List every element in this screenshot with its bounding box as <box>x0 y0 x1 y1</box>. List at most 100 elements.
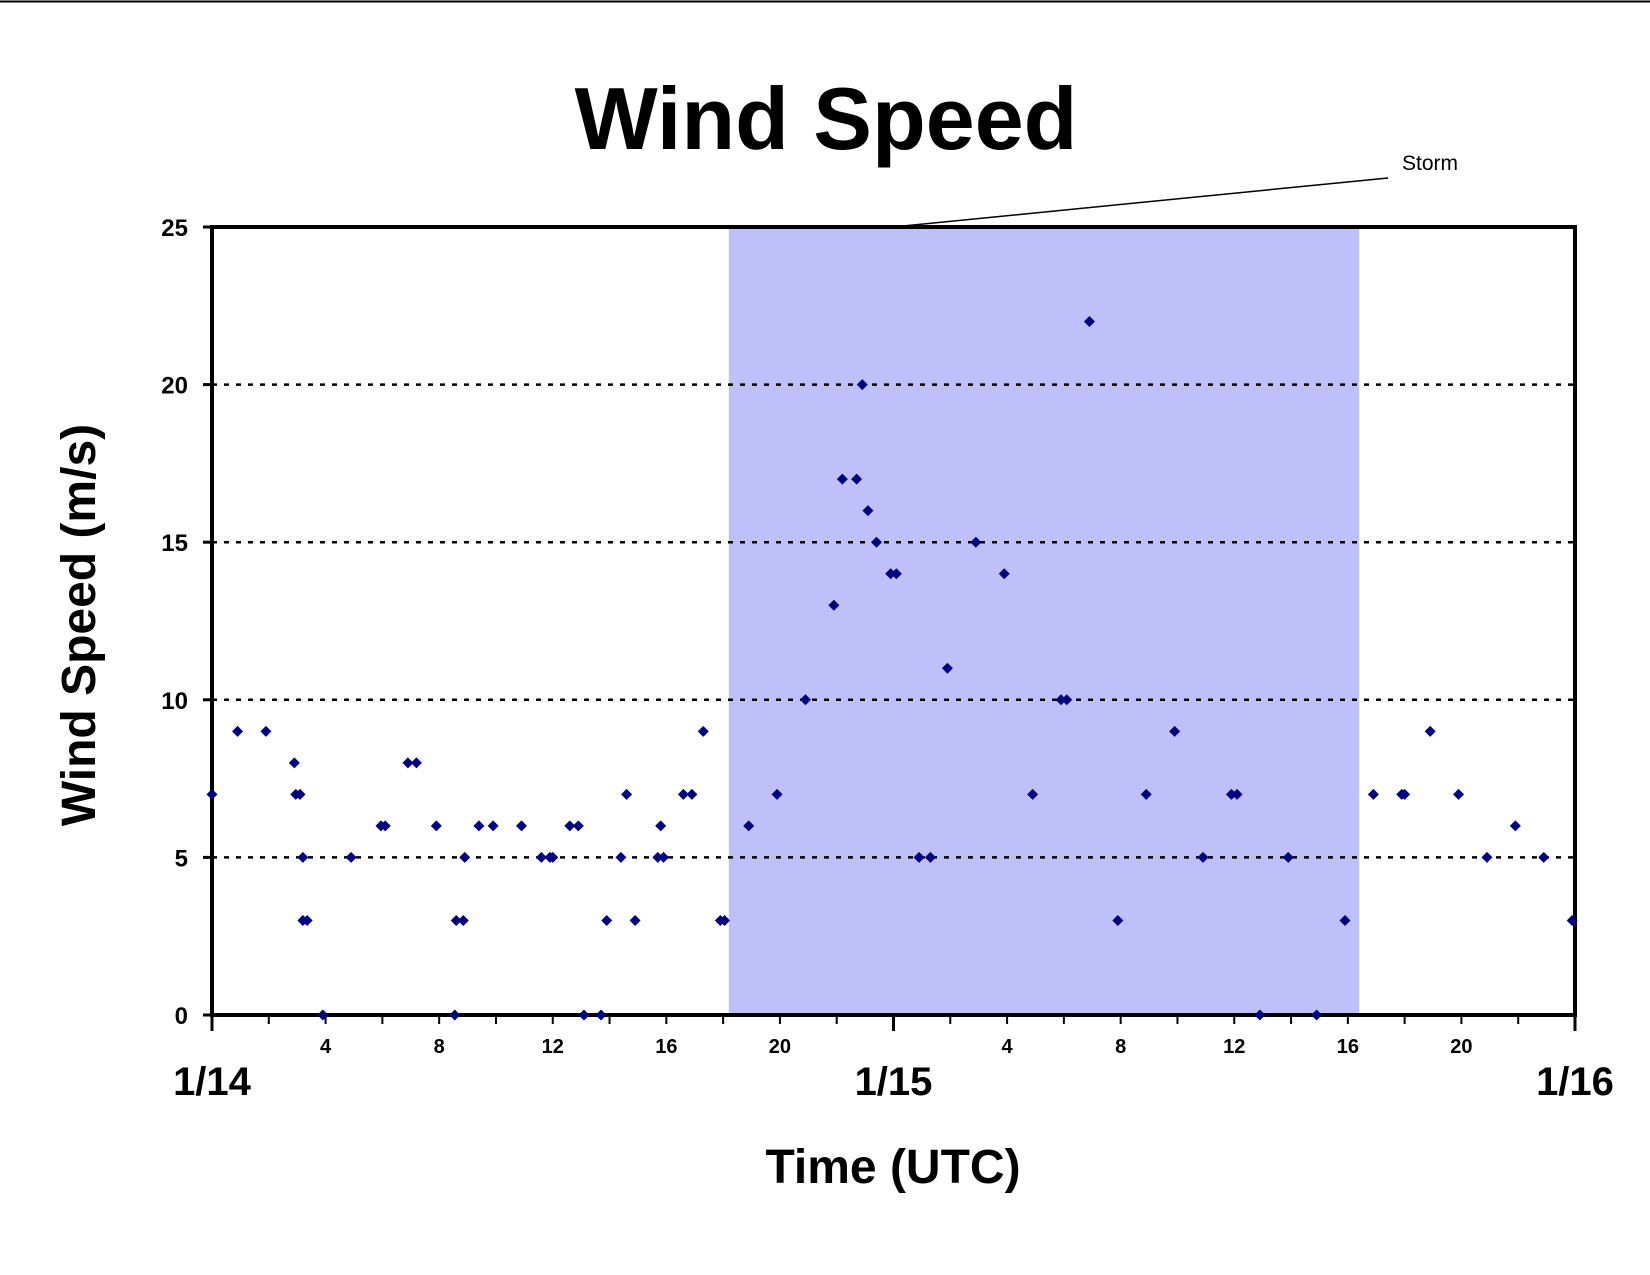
data-point <box>206 788 218 800</box>
data-point <box>615 851 627 863</box>
data-point <box>862 505 874 517</box>
data-point <box>1509 820 1521 832</box>
x-tick-label: 16 <box>1337 1036 1359 1058</box>
data-point <box>1282 851 1294 863</box>
data-point <box>828 599 840 611</box>
data-point <box>457 914 469 926</box>
data-point <box>1339 914 1351 926</box>
data-point <box>771 788 783 800</box>
data-point <box>450 914 462 926</box>
data-point <box>870 536 882 548</box>
data-point <box>799 694 811 706</box>
data-point <box>578 1009 590 1021</box>
data-point <box>1140 788 1152 800</box>
data-point <box>1566 914 1578 926</box>
data-point <box>1225 788 1237 800</box>
data-point <box>1061 694 1073 706</box>
y-tick-label: 20 <box>161 373 188 400</box>
data-point <box>941 662 953 674</box>
data-point <box>232 725 244 737</box>
data-point <box>998 568 1010 580</box>
data-point <box>885 568 897 580</box>
data-point <box>686 788 698 800</box>
data-point <box>345 851 357 863</box>
x-tick-label: 4 <box>1002 1036 1014 1058</box>
data-point <box>1027 788 1039 800</box>
data-point <box>629 914 641 926</box>
y-tick-label: 10 <box>161 688 188 715</box>
chart-title: Wind Speed <box>575 69 1078 168</box>
data-point <box>1538 851 1550 863</box>
data-point <box>1311 1009 1323 1021</box>
data-point <box>288 757 300 769</box>
data-point <box>297 851 309 863</box>
data-point <box>547 851 559 863</box>
data-point <box>1399 788 1411 800</box>
x-day-label: 1/14 <box>173 1060 252 1104</box>
data-point <box>564 820 576 832</box>
data-point <box>621 788 633 800</box>
data-point <box>402 757 414 769</box>
data-point <box>1481 851 1493 863</box>
data-point <box>430 820 442 832</box>
data-point <box>1169 725 1181 737</box>
data-point <box>1231 788 1243 800</box>
data-point <box>697 725 709 737</box>
data-point <box>890 568 902 580</box>
y-tick-label: 0 <box>175 1003 188 1030</box>
data-point <box>410 757 422 769</box>
x-tick-label: 12 <box>1223 1036 1245 1058</box>
data-point <box>449 1009 461 1021</box>
storm-region <box>728 227 1360 1015</box>
data-point <box>601 914 613 926</box>
data-point <box>913 851 925 863</box>
data-point <box>851 473 863 485</box>
y-tick-label: 25 <box>161 215 188 242</box>
x-tick-label: 8 <box>1115 1036 1126 1058</box>
data-point <box>970 536 982 548</box>
data-point <box>317 1009 329 1021</box>
data-point <box>677 788 689 800</box>
data-point <box>1055 694 1067 706</box>
data-point <box>487 820 499 832</box>
data-point <box>856 379 868 391</box>
y-tick-label: 15 <box>161 530 188 557</box>
storm-annotation-line <box>892 177 1389 228</box>
data-point <box>1453 788 1465 800</box>
data-point <box>535 851 547 863</box>
x-day-label: 1/15 <box>855 1060 933 1104</box>
x-tick-label: 16 <box>655 1036 677 1058</box>
data-point <box>1197 851 1209 863</box>
data-point <box>459 851 471 863</box>
data-point <box>924 851 936 863</box>
x-axis-title: Time (UTC) <box>765 1141 1020 1194</box>
data-point <box>836 473 848 485</box>
x-tick-label: 8 <box>434 1036 445 1058</box>
data-point <box>301 914 313 926</box>
data-point <box>743 820 755 832</box>
x-day-label: 1/16 <box>1536 1060 1614 1104</box>
data-point <box>1112 914 1124 926</box>
data-point <box>1367 788 1379 800</box>
data-point <box>1254 1009 1266 1021</box>
y-axis-title: Wind Speed (m/s) <box>53 424 106 826</box>
data-point <box>1424 725 1436 737</box>
data-point <box>572 820 584 832</box>
x-tick-label: 4 <box>320 1036 332 1058</box>
plot-area: 0 5 10 15 20 25 4 8 12 16 20 4 8 12 16 20 1/14 1/15 1/16 St… <box>161 152 1614 1104</box>
data-point <box>657 851 669 863</box>
x-tick-label: 20 <box>769 1036 791 1058</box>
x-tick-label: 20 <box>1450 1036 1472 1058</box>
data-point <box>379 820 391 832</box>
storm-annotation-label: Storm <box>1402 152 1458 175</box>
x-tick-label: 12 <box>542 1036 564 1058</box>
data-point <box>1083 316 1095 328</box>
data-point <box>595 1009 607 1021</box>
data-point <box>652 851 664 863</box>
data-point <box>294 788 306 800</box>
data-point <box>473 820 485 832</box>
data-point <box>516 820 528 832</box>
y-tick-label: 5 <box>175 845 188 872</box>
data-point <box>260 725 272 737</box>
